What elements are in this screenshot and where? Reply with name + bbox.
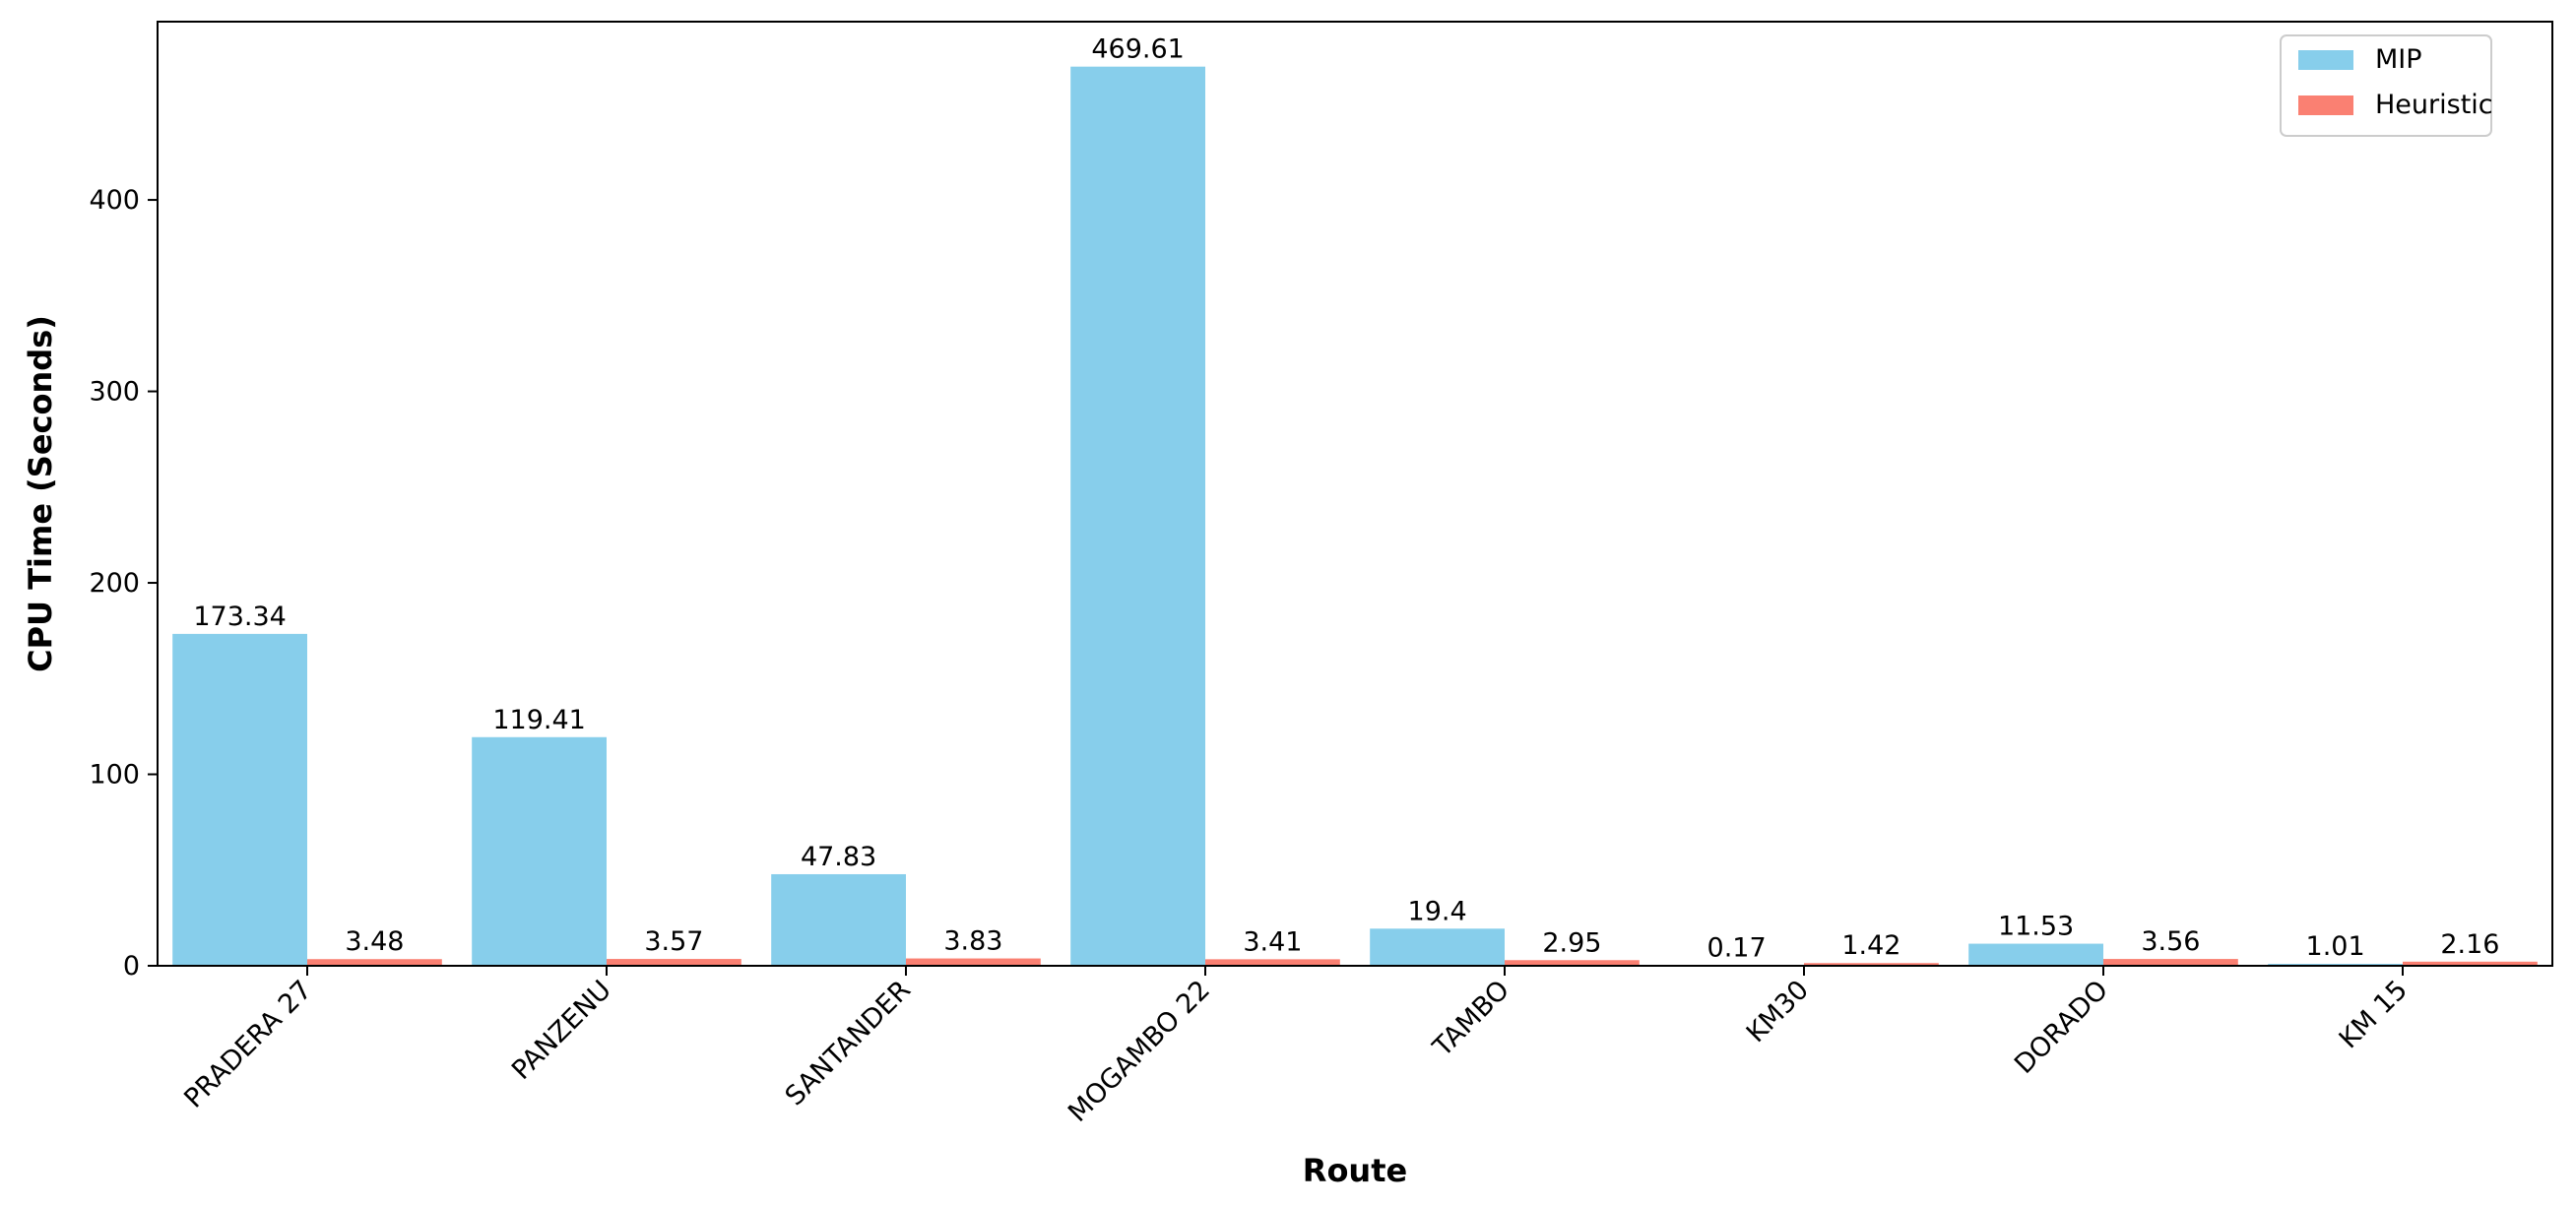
- bar-mip-2: [771, 873, 906, 966]
- bars-group: [172, 66, 2538, 966]
- bar-mip-6: [1968, 943, 2103, 966]
- legend-swatch-mip: [2298, 50, 2353, 70]
- value-label-mip-5: 0.17: [1707, 933, 1767, 964]
- value-label-heuristic-2: 3.83: [943, 926, 1002, 957]
- y-tick-label: 400: [89, 185, 140, 216]
- bar-mip-4: [1370, 928, 1505, 966]
- y-axis: 0 100 200 300 400: [89, 185, 158, 982]
- value-label-heuristic-1: 3.57: [644, 926, 703, 957]
- bar-mip-3: [1070, 66, 1205, 966]
- bar-heuristic-2: [906, 958, 1041, 966]
- bar-heuristic-4: [1505, 960, 1640, 966]
- value-labels-group: 173.34 119.41 47.83 469.61 19.4 0.17 11.53 1.01…: [193, 34, 2499, 964]
- y-tick-label: 300: [89, 377, 140, 408]
- value-label-mip-3: 469.61: [1091, 34, 1184, 65]
- value-label-heuristic-6: 3.56: [2141, 926, 2200, 957]
- y-tick-label: 100: [89, 760, 140, 791]
- value-label-mip-4: 19.4: [1408, 896, 1467, 926]
- value-label-mip-2: 47.83: [801, 842, 876, 872]
- value-label-mip-6: 11.53: [1998, 912, 2074, 942]
- value-label-mip-1: 119.41: [492, 705, 585, 735]
- x-axis-title: Route: [1303, 1152, 1407, 1189]
- bar-mip-0: [172, 633, 307, 966]
- bar-heuristic-6: [2103, 959, 2238, 966]
- y-tick-label: 200: [89, 568, 140, 599]
- value-label-heuristic-5: 1.42: [1841, 930, 1900, 961]
- legend-label-mip: MIP: [2375, 44, 2422, 75]
- bar-mip-1: [472, 736, 607, 966]
- value-label-heuristic-3: 3.41: [1243, 926, 1302, 957]
- bar-heuristic-1: [607, 959, 741, 966]
- value-label-mip-7: 1.01: [2306, 931, 2365, 962]
- plot-frame: [157, 21, 2553, 967]
- legend-swatch-heuristic: [2298, 95, 2353, 115]
- value-label-heuristic-4: 2.95: [1542, 927, 1601, 958]
- legend-label-heuristic: Heuristic: [2375, 90, 2493, 120]
- legend: MIP Heuristic: [2280, 34, 2493, 137]
- bar-heuristic-3: [1205, 959, 1340, 966]
- y-axis-title: CPU Time (Seconds): [22, 315, 59, 672]
- y-tick-label: 0: [123, 951, 140, 982]
- value-label-mip-0: 173.34: [193, 602, 286, 632]
- bar-heuristic-5: [1804, 963, 1939, 966]
- bar-heuristic-0: [307, 959, 442, 966]
- value-label-heuristic-7: 2.16: [2440, 929, 2499, 960]
- value-label-heuristic-0: 3.48: [345, 926, 404, 957]
- bar-heuristic-7: [2403, 961, 2538, 966]
